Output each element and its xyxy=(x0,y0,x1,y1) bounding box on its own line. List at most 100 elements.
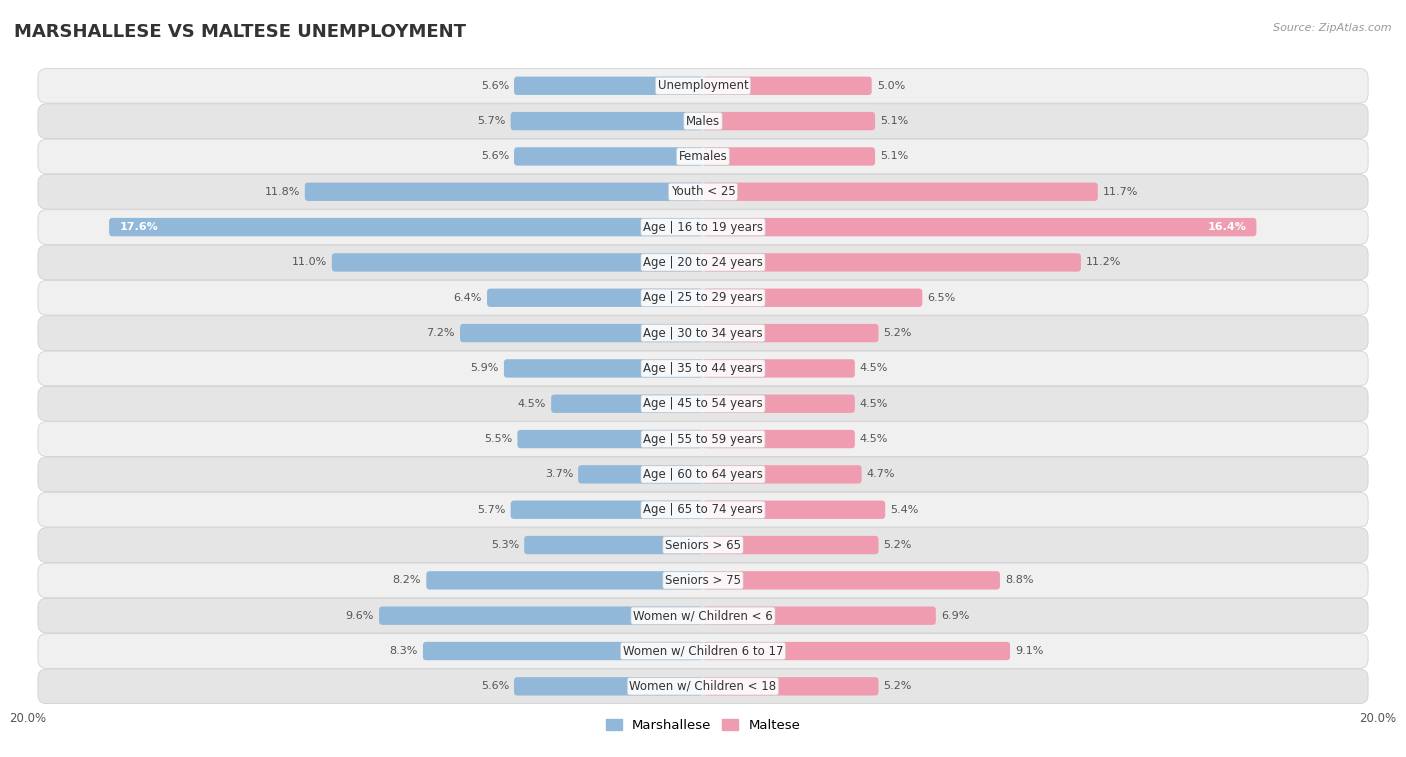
Text: Women w/ Children < 6: Women w/ Children < 6 xyxy=(633,609,773,622)
Text: MARSHALLESE VS MALTESE UNEMPLOYMENT: MARSHALLESE VS MALTESE UNEMPLOYMENT xyxy=(14,23,465,41)
Text: Age | 20 to 24 years: Age | 20 to 24 years xyxy=(643,256,763,269)
Text: Age | 65 to 74 years: Age | 65 to 74 years xyxy=(643,503,763,516)
Text: 5.4%: 5.4% xyxy=(890,505,918,515)
FancyBboxPatch shape xyxy=(38,528,1368,562)
FancyBboxPatch shape xyxy=(703,112,875,130)
Text: 11.7%: 11.7% xyxy=(1102,187,1139,197)
Text: 5.6%: 5.6% xyxy=(481,81,509,91)
FancyBboxPatch shape xyxy=(510,112,703,130)
Text: Females: Females xyxy=(679,150,727,163)
Text: 5.3%: 5.3% xyxy=(491,540,519,550)
Text: 8.2%: 8.2% xyxy=(392,575,422,585)
Text: Age | 25 to 29 years: Age | 25 to 29 years xyxy=(643,291,763,304)
FancyBboxPatch shape xyxy=(515,76,703,95)
FancyBboxPatch shape xyxy=(305,182,703,201)
FancyBboxPatch shape xyxy=(423,642,703,660)
FancyBboxPatch shape xyxy=(703,394,855,413)
Text: 11.2%: 11.2% xyxy=(1085,257,1122,267)
Text: Women w/ Children < 18: Women w/ Children < 18 xyxy=(630,680,776,693)
Text: 5.6%: 5.6% xyxy=(481,681,509,691)
FancyBboxPatch shape xyxy=(38,351,1368,386)
Text: 5.0%: 5.0% xyxy=(877,81,905,91)
Text: Age | 16 to 19 years: Age | 16 to 19 years xyxy=(643,220,763,234)
FancyBboxPatch shape xyxy=(551,394,703,413)
Text: Women w/ Children 6 to 17: Women w/ Children 6 to 17 xyxy=(623,644,783,658)
Text: 4.5%: 4.5% xyxy=(860,363,889,373)
FancyBboxPatch shape xyxy=(460,324,703,342)
Text: 6.5%: 6.5% xyxy=(928,293,956,303)
FancyBboxPatch shape xyxy=(426,572,703,590)
FancyBboxPatch shape xyxy=(38,210,1368,245)
FancyBboxPatch shape xyxy=(38,174,1368,209)
Text: 5.9%: 5.9% xyxy=(471,363,499,373)
FancyBboxPatch shape xyxy=(515,148,703,166)
FancyBboxPatch shape xyxy=(515,678,703,696)
FancyBboxPatch shape xyxy=(38,422,1368,456)
Text: 5.1%: 5.1% xyxy=(880,151,908,161)
FancyBboxPatch shape xyxy=(703,500,886,519)
FancyBboxPatch shape xyxy=(703,148,875,166)
FancyBboxPatch shape xyxy=(38,598,1368,633)
FancyBboxPatch shape xyxy=(332,254,703,272)
FancyBboxPatch shape xyxy=(38,316,1368,350)
FancyBboxPatch shape xyxy=(703,678,879,696)
FancyBboxPatch shape xyxy=(524,536,703,554)
Text: 4.5%: 4.5% xyxy=(517,399,546,409)
Text: 9.1%: 9.1% xyxy=(1015,646,1043,656)
Text: 5.2%: 5.2% xyxy=(883,681,912,691)
Text: Age | 55 to 59 years: Age | 55 to 59 years xyxy=(643,432,763,446)
FancyBboxPatch shape xyxy=(38,492,1368,527)
FancyBboxPatch shape xyxy=(703,466,862,484)
FancyBboxPatch shape xyxy=(380,606,703,625)
FancyBboxPatch shape xyxy=(486,288,703,307)
FancyBboxPatch shape xyxy=(703,606,936,625)
Text: Source: ZipAtlas.com: Source: ZipAtlas.com xyxy=(1274,23,1392,33)
Legend: Marshallese, Maltese: Marshallese, Maltese xyxy=(606,719,800,732)
Text: Age | 60 to 64 years: Age | 60 to 64 years xyxy=(643,468,763,481)
Text: 11.0%: 11.0% xyxy=(291,257,326,267)
FancyBboxPatch shape xyxy=(517,430,703,448)
FancyBboxPatch shape xyxy=(703,572,1000,590)
Text: Seniors > 75: Seniors > 75 xyxy=(665,574,741,587)
FancyBboxPatch shape xyxy=(703,536,879,554)
FancyBboxPatch shape xyxy=(38,386,1368,421)
Text: 5.1%: 5.1% xyxy=(880,116,908,126)
Text: 5.5%: 5.5% xyxy=(484,434,512,444)
Text: 7.2%: 7.2% xyxy=(426,328,456,338)
FancyBboxPatch shape xyxy=(703,288,922,307)
FancyBboxPatch shape xyxy=(703,324,879,342)
FancyBboxPatch shape xyxy=(38,68,1368,103)
Text: 5.7%: 5.7% xyxy=(477,116,506,126)
Text: Seniors > 65: Seniors > 65 xyxy=(665,538,741,552)
FancyBboxPatch shape xyxy=(38,669,1368,704)
FancyBboxPatch shape xyxy=(38,457,1368,492)
FancyBboxPatch shape xyxy=(38,104,1368,139)
FancyBboxPatch shape xyxy=(503,360,703,378)
Text: 17.6%: 17.6% xyxy=(120,222,157,232)
Text: 6.4%: 6.4% xyxy=(454,293,482,303)
FancyBboxPatch shape xyxy=(703,360,855,378)
Text: Males: Males xyxy=(686,114,720,128)
Text: 6.9%: 6.9% xyxy=(941,611,969,621)
Text: 11.8%: 11.8% xyxy=(264,187,299,197)
Text: Age | 45 to 54 years: Age | 45 to 54 years xyxy=(643,397,763,410)
Text: 4.7%: 4.7% xyxy=(866,469,896,479)
FancyBboxPatch shape xyxy=(38,634,1368,668)
Text: 5.6%: 5.6% xyxy=(481,151,509,161)
FancyBboxPatch shape xyxy=(703,76,872,95)
Text: 4.5%: 4.5% xyxy=(860,399,889,409)
Text: 16.4%: 16.4% xyxy=(1208,222,1246,232)
Text: 8.8%: 8.8% xyxy=(1005,575,1033,585)
FancyBboxPatch shape xyxy=(38,563,1368,598)
FancyBboxPatch shape xyxy=(110,218,703,236)
Text: 5.2%: 5.2% xyxy=(883,540,912,550)
Text: 5.7%: 5.7% xyxy=(477,505,506,515)
FancyBboxPatch shape xyxy=(703,254,1081,272)
FancyBboxPatch shape xyxy=(38,139,1368,174)
Text: Youth < 25: Youth < 25 xyxy=(671,185,735,198)
Text: 8.3%: 8.3% xyxy=(389,646,418,656)
Text: 5.2%: 5.2% xyxy=(883,328,912,338)
FancyBboxPatch shape xyxy=(703,182,1098,201)
Text: 9.6%: 9.6% xyxy=(346,611,374,621)
Text: 3.7%: 3.7% xyxy=(544,469,574,479)
